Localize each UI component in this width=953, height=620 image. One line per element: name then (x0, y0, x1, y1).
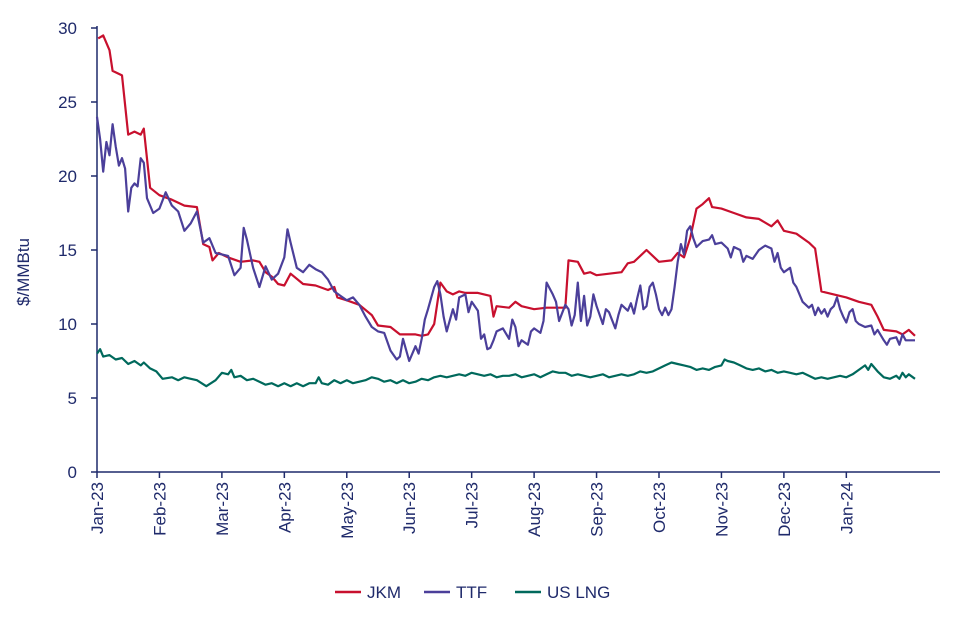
legend-label: US LNG (547, 583, 610, 602)
series-line-jkm (97, 34, 916, 337)
y-tick-label: 20 (58, 167, 77, 186)
x-tick-label: Nov-23 (712, 482, 731, 537)
x-tick-label: Jan-24 (837, 482, 856, 534)
series-line-ttf (95, 116, 915, 363)
x-tick-label: Mar-23 (213, 482, 232, 536)
y-tick-label: 25 (58, 93, 77, 112)
x-tick-label: Sep-23 (588, 482, 607, 537)
y-tick-label: 5 (68, 389, 77, 408)
series-lines (95, 34, 916, 388)
y-axis-title: $/MMBtu (14, 238, 33, 306)
x-tick-label: Aug-23 (525, 482, 544, 537)
x-tick-label: Oct-23 (650, 482, 669, 533)
legend: JKM TTF US LNG (335, 583, 610, 602)
y-axis: 0 5 10 15 20 25 30 (58, 19, 98, 482)
x-tick-label: Dec-23 (775, 482, 794, 537)
series-line-us-lng (96, 348, 916, 388)
legend-label: JKM (367, 583, 401, 602)
x-axis: Jan-23 Feb-23 Mar-23 Apr-23 May-23 Jun-23 Jul-… (88, 471, 940, 539)
x-tick-label: May-23 (338, 482, 357, 539)
x-tick-label: Jun-23 (400, 482, 419, 534)
x-tick-label: Jan-23 (88, 482, 107, 534)
y-tick-label: 30 (58, 19, 77, 38)
x-tick-label: Apr-23 (275, 482, 294, 533)
legend-label: TTF (456, 583, 487, 602)
y-tick-label: 0 (68, 463, 77, 482)
y-tick-label: 15 (58, 241, 77, 260)
x-tick-label: Jul-23 (463, 482, 482, 528)
x-tick-label: Feb-23 (150, 482, 169, 536)
y-tick-label: 10 (58, 315, 77, 334)
